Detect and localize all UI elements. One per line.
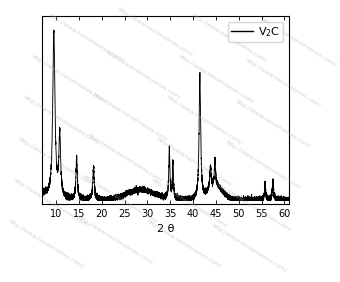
Text: http://www.nanomxenes.com/: http://www.nanomxenes.com/ xyxy=(156,136,233,187)
Text: http://www.nanomxenes.com/: http://www.nanomxenes.com/ xyxy=(259,16,337,67)
Text: http://www.nanomxenes.com/: http://www.nanomxenes.com/ xyxy=(225,140,302,191)
Text: http://www.nanomxenes.com/: http://www.nanomxenes.com/ xyxy=(92,91,169,142)
Text: http://www.nanomxenes.com/: http://www.nanomxenes.com/ xyxy=(215,181,292,232)
Text: http://www.nanomxenes.com/: http://www.nanomxenes.com/ xyxy=(146,219,223,270)
Text: http://www.nanomxenes.com/: http://www.nanomxenes.com/ xyxy=(82,174,159,225)
X-axis label: 2 θ: 2 θ xyxy=(157,224,174,234)
Text: http://www.nanomxenes.com/: http://www.nanomxenes.com/ xyxy=(190,13,268,63)
Text: http://www.nanomxenes.com/: http://www.nanomxenes.com/ xyxy=(104,50,181,101)
Text: http://www.nanomxenes.com/: http://www.nanomxenes.com/ xyxy=(30,54,107,105)
Text: http://www.nanomxenes.com/: http://www.nanomxenes.com/ xyxy=(244,58,322,109)
Text: http://www.nanomxenes.com/: http://www.nanomxenes.com/ xyxy=(87,133,164,184)
Text: http://www.nanomxenes.com/: http://www.nanomxenes.com/ xyxy=(210,223,287,274)
Text: http://www.nanomxenes.com/: http://www.nanomxenes.com/ xyxy=(166,95,243,146)
Text: http://www.nanomxenes.com/: http://www.nanomxenes.com/ xyxy=(8,219,85,270)
Text: http://www.nanomxenes.com/: http://www.nanomxenes.com/ xyxy=(116,7,193,58)
Text: http://www.nanomxenes.com/: http://www.nanomxenes.com/ xyxy=(151,178,228,228)
Text: http://www.nanomxenes.com/: http://www.nanomxenes.com/ xyxy=(23,95,100,146)
Text: http://www.nanomxenes.com/: http://www.nanomxenes.com/ xyxy=(47,13,124,63)
Text: http://www.nanomxenes.com/: http://www.nanomxenes.com/ xyxy=(18,136,95,187)
Legend: $\mathrm{V_2C}$: $\mathrm{V_2C}$ xyxy=(228,22,283,42)
Text: http://www.nanomxenes.com/: http://www.nanomxenes.com/ xyxy=(235,99,312,150)
Text: http://www.nanomxenes.com/: http://www.nanomxenes.com/ xyxy=(77,215,154,266)
Text: http://www.nanomxenes.com/: http://www.nanomxenes.com/ xyxy=(13,178,90,228)
Text: http://www.nanomxenes.com/: http://www.nanomxenes.com/ xyxy=(178,54,255,105)
